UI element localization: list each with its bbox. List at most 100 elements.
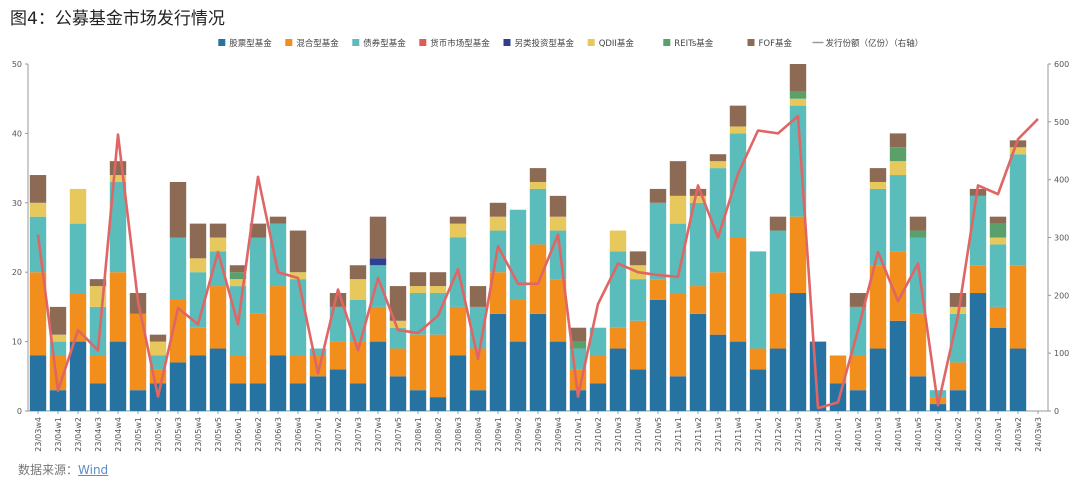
- bar-segment: [709, 154, 727, 162]
- legend: 股票型基金 混合型基金 债券型基金 货币市场型基金 另类投资型基金 QDII基金 REITs…: [218, 38, 923, 49]
- bar-segment: [69, 188, 87, 224]
- bar-segment: [309, 348, 327, 356]
- bar-segment: [189, 355, 207, 411]
- bar-segment: [109, 175, 127, 182]
- bar-segment: [689, 195, 707, 203]
- bar-segment: [429, 334, 447, 398]
- bar-segment: [629, 369, 647, 411]
- bar-segment: [189, 327, 207, 356]
- x-tick-label: 23/07w2: [334, 417, 343, 452]
- legend-swatch: [663, 39, 671, 46]
- y-right-tick-label: 200: [1054, 291, 1069, 300]
- bar-segment: [749, 251, 767, 349]
- bar-segment: [789, 91, 807, 99]
- bar-segment: [889, 147, 907, 162]
- bar-segment: [109, 181, 127, 273]
- bar-segment: [749, 348, 767, 370]
- stacked-bar-line-chart: 股票型基金 混合型基金 债券型基金 货币市场型基金 另类投资型基金 QDII基金 REITs…: [12, 38, 1069, 452]
- bar-segment: [649, 202, 667, 280]
- bar-segment: [669, 161, 687, 196]
- x-tick-label: 24/03w1: [994, 417, 1003, 452]
- chart-title: 图4：公募基金市场发行情况: [10, 9, 225, 29]
- legend-label: REITs基金: [674, 38, 713, 49]
- bar-segment: [349, 279, 367, 300]
- bar-segment: [149, 334, 167, 342]
- bar-segment: [429, 286, 447, 294]
- x-tick-label: 23/11w1: [674, 417, 683, 452]
- x-tick-label: 24/01w3: [874, 417, 883, 452]
- bar-segment: [909, 216, 927, 231]
- x-tick-label: 23/12w2: [774, 417, 783, 452]
- bar-segment: [769, 216, 787, 231]
- bar-segment: [869, 188, 887, 266]
- source-link[interactable]: Wind: [78, 463, 109, 477]
- bar-segment: [549, 195, 567, 217]
- bar-segment: [669, 223, 687, 294]
- bar-segment: [949, 390, 967, 411]
- bar-segment: [569, 341, 587, 349]
- x-tick-label: 23/10w3: [614, 417, 623, 452]
- bar-segment: [449, 216, 467, 224]
- bar-segment: [529, 313, 547, 411]
- x-tick-label: 23/09w3: [534, 417, 543, 452]
- bar-segment: [629, 279, 647, 321]
- x-tick-label: 23/10w4: [634, 417, 643, 452]
- bar-segment: [549, 341, 567, 411]
- bar-segment: [989, 223, 1007, 238]
- bar-segment: [389, 320, 407, 328]
- bar-segment: [489, 216, 507, 231]
- bar-segment: [889, 175, 907, 252]
- y-left-tick-label: 50: [12, 60, 22, 69]
- x-tick-label: 23/07w1: [314, 417, 323, 452]
- bar-segment: [789, 216, 807, 294]
- bar-segment: [69, 293, 87, 342]
- legend-swatch: [419, 39, 427, 46]
- bar-segment: [689, 202, 707, 287]
- bar-segment: [29, 175, 47, 203]
- y-right-tick-label: 300: [1054, 234, 1069, 243]
- bar-segment: [509, 341, 527, 411]
- bar-segment: [629, 320, 647, 370]
- bar-segment: [49, 334, 67, 342]
- bar-segment: [209, 286, 227, 349]
- bar-segment: [469, 390, 487, 411]
- bar-segment: [349, 383, 367, 411]
- bar-segment: [429, 397, 447, 411]
- x-tick-label: 23/11w2: [694, 417, 703, 452]
- bar-segment: [729, 126, 747, 134]
- legend-label: 债券型基金: [363, 38, 406, 49]
- bar-segment: [849, 355, 867, 391]
- bar-segment: [89, 355, 107, 384]
- bar-segment: [209, 348, 227, 411]
- bar-segment: [989, 306, 1007, 328]
- bar-segment: [189, 258, 207, 273]
- bar-segment: [189, 223, 207, 259]
- bar-segment: [289, 355, 307, 384]
- bar-segment: [229, 279, 247, 287]
- bar-segment: [289, 279, 307, 356]
- bar-segment: [909, 230, 927, 238]
- bar-segment: [829, 383, 847, 411]
- bar-segment: [649, 188, 667, 203]
- bar-segment: [329, 306, 347, 342]
- legend-swatch: [352, 39, 360, 46]
- bar-segment: [1009, 140, 1027, 148]
- bar-segment: [749, 369, 767, 411]
- bar-segment: [529, 181, 547, 189]
- legend-swatch: [503, 39, 511, 46]
- source-label: 数据来源：: [18, 463, 79, 477]
- y-right-tick-label: 100: [1054, 349, 1069, 358]
- bar-segment: [549, 216, 567, 231]
- bar-segment: [369, 306, 387, 342]
- bar-segment: [729, 133, 747, 238]
- bar-segment: [669, 195, 687, 224]
- bar-segment: [649, 279, 667, 300]
- bar-segment: [709, 272, 727, 335]
- bar-segment: [389, 327, 407, 349]
- bar-segment: [389, 376, 407, 411]
- x-tick-label: 23/08w4: [474, 417, 483, 452]
- bar-segment: [369, 341, 387, 411]
- y-left-tick-label: 0: [17, 407, 22, 416]
- bar-segment: [249, 313, 267, 384]
- bar-segment: [889, 251, 907, 321]
